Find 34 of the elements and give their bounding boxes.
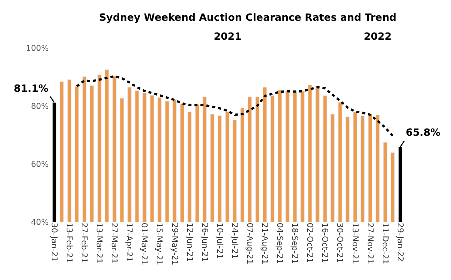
- y-tick-label: 80%: [31, 102, 50, 111]
- x-tick-label: 24-Jul-21: [230, 223, 240, 260]
- x-tick-label: 30-Jan-21: [50, 223, 59, 262]
- x-tick-label: 27-Mar-21: [110, 223, 120, 264]
- chart-title: Sydney Weekend Auction Clearance Rates and Trend: [99, 13, 397, 24]
- x-tick-label: 10-Jul-21: [215, 223, 224, 260]
- x-tick-label: 04-Sep-21: [276, 223, 285, 264]
- x-tick-label: 27-Nov-21: [366, 223, 375, 265]
- x-tick-label: 29-Jan-22: [396, 223, 405, 262]
- x-tick-label: 01-May-21: [140, 223, 150, 266]
- x-tick-label: 29-May-21: [170, 223, 180, 266]
- y-tick-label: 60%: [31, 160, 50, 169]
- line-series: [76, 75, 394, 138]
- data-label: 65.8%: [406, 128, 441, 139]
- y-tick-label: 100%: [26, 44, 50, 53]
- x-tick-label: 13-Mar-21: [95, 223, 104, 264]
- text: 2021: [214, 32, 242, 43]
- x-tick-label: 26-Jun-21: [200, 223, 210, 262]
- x-tick-label: 21-Aug-21: [260, 223, 270, 265]
- x-tick-label: 12-Jun-21: [185, 223, 194, 262]
- x-tick-label: 30-Oct-21: [336, 223, 345, 264]
- x-tick-label: 27-Feb-21: [80, 223, 89, 264]
- x-tick-label: 11-Dec-21: [380, 223, 390, 265]
- x-tick-label: 15-May-21: [155, 223, 164, 266]
- x-tick-label: 18-Sep-21: [290, 223, 300, 264]
- x-tick-label: 07-Aug-21: [245, 223, 254, 265]
- x-tick-label: 17-Apr-21: [125, 223, 134, 262]
- x-tick-label: 02-Oct-21: [306, 223, 315, 264]
- x-tick-label: 16-Oct-21: [320, 223, 330, 264]
- x-tick-label: 13-Feb-21: [64, 223, 74, 264]
- data-label: 81.1%: [14, 84, 49, 95]
- x-tick-label: 13-Nov-21: [350, 223, 360, 265]
- text: 2022: [364, 32, 392, 43]
- y-tick-label: 40%: [31, 218, 50, 227]
